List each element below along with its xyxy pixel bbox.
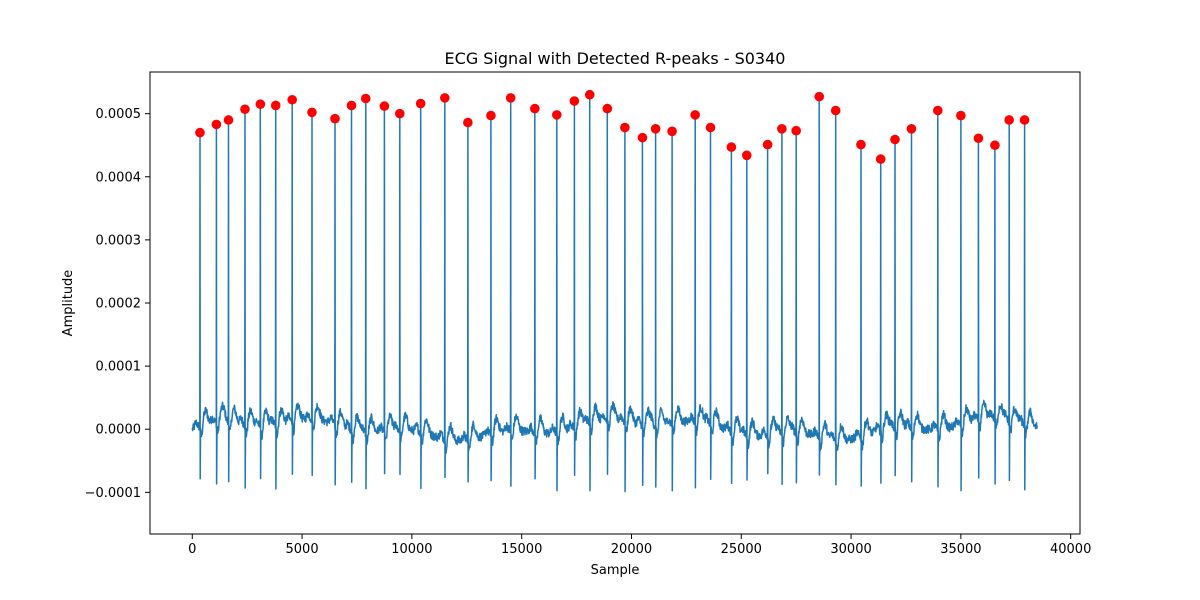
r-peak-marker <box>223 115 234 125</box>
r-peak-marker <box>602 103 613 114</box>
r-peak-marker <box>875 154 886 164</box>
r-peak-marker <box>440 93 450 103</box>
r-peak-marker <box>637 132 648 143</box>
r-peak-marker <box>856 139 866 150</box>
r-peak-marker <box>973 133 984 144</box>
r-peak-marker <box>1019 115 1030 125</box>
y-axis-label: Amplitude <box>61 270 76 337</box>
r-peak-marker <box>791 125 801 136</box>
r-peak-marker <box>255 99 266 109</box>
y-tick-label: 0.0002 <box>96 297 142 312</box>
r-peak-marker <box>1004 115 1014 125</box>
r-peak-marker <box>394 108 405 119</box>
r-peak-marker <box>330 113 340 124</box>
r-peak-marker <box>584 89 595 100</box>
r-peak-marker <box>990 140 1000 151</box>
x-tick-label: 25000 <box>721 542 762 557</box>
y-tick-label: 0.0003 <box>96 233 142 248</box>
x-tick-label: 40000 <box>1050 542 1091 557</box>
x-tick-label: 20000 <box>611 542 652 557</box>
r-peak-marker <box>211 119 222 130</box>
x-tick-label: 0 <box>188 542 196 557</box>
r-peak-marker <box>906 124 917 134</box>
x-tick-label: 30000 <box>830 542 871 557</box>
r-peak-marker <box>569 96 580 106</box>
r-peak-marker <box>726 142 737 152</box>
y-tick-label: −0.0001 <box>85 486 141 501</box>
x-axis-label: Sample <box>591 563 640 578</box>
r-peak-marker <box>552 110 562 120</box>
r-peak-marker <box>762 139 773 150</box>
r-peak-marker <box>415 98 426 109</box>
r-peak-marker <box>505 93 516 103</box>
r-peak-marker <box>650 124 661 134</box>
ecg-signal-line <box>191 93 1038 493</box>
r-peak-marker <box>777 124 787 134</box>
r-peak-marker <box>890 134 900 145</box>
y-tick-label: 0.0001 <box>96 360 142 375</box>
r-peak-marker <box>379 101 390 111</box>
r-peak-marker <box>486 110 496 121</box>
y-tick-label: 0.0004 <box>96 170 142 185</box>
r-peak-marker <box>620 122 630 133</box>
r-peak-marker <box>741 150 752 161</box>
r-peak-marker <box>705 122 716 133</box>
chart-title: ECG Signal with Detected R-peaks - S0340 <box>445 49 786 68</box>
r-peak-marker <box>830 105 841 116</box>
signal-layer <box>191 93 1038 493</box>
r-peak-marker <box>240 104 250 115</box>
r-peak-marker <box>346 100 357 111</box>
x-tick-label: 5000 <box>286 542 319 557</box>
r-peak-marker <box>307 107 317 118</box>
r-peak-marker <box>933 105 943 116</box>
y-tick-label: 0.0000 <box>96 423 142 438</box>
r-peak-marker <box>956 110 966 121</box>
r-peaks-layer <box>195 89 1030 164</box>
r-peak-marker <box>667 126 677 137</box>
y-tick-label: 0.0005 <box>96 107 142 122</box>
x-tick-label: 35000 <box>940 542 981 557</box>
r-peak-marker <box>195 127 205 138</box>
r-peak-marker <box>690 110 700 120</box>
r-peak-marker <box>814 91 825 102</box>
x-axis: 0 5000 10000 15000 20000 25000 30000 35000 40000 <box>188 534 1091 557</box>
r-peak-marker <box>463 117 473 128</box>
r-peak-marker <box>530 103 540 114</box>
r-peak-marker <box>270 100 281 111</box>
y-axis: −0.0001 0.0000 0.0001 0.0002 0.0003 0.0004 0.0… <box>85 107 150 501</box>
r-peak-marker <box>360 93 371 104</box>
plot-frame <box>149 71 1081 535</box>
x-tick-label: 10000 <box>391 542 432 557</box>
x-tick-label: 15000 <box>501 542 542 557</box>
r-peak-marker <box>287 94 297 105</box>
